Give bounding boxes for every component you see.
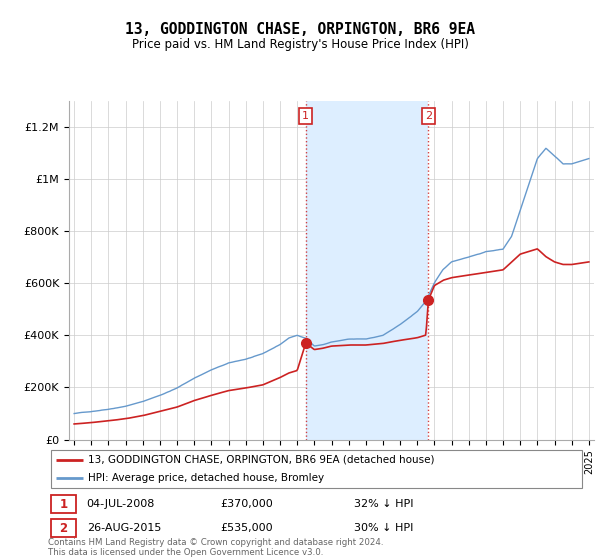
Text: £370,000: £370,000 — [220, 499, 272, 509]
Text: 32% ↓ HPI: 32% ↓ HPI — [354, 499, 413, 509]
Text: 1: 1 — [302, 111, 309, 121]
Text: Price paid vs. HM Land Registry's House Price Index (HPI): Price paid vs. HM Land Registry's House … — [131, 38, 469, 50]
Text: Contains HM Land Registry data © Crown copyright and database right 2024.
This d: Contains HM Land Registry data © Crown c… — [48, 538, 383, 557]
Text: 2: 2 — [425, 111, 432, 121]
Text: 26-AUG-2015: 26-AUG-2015 — [86, 523, 161, 533]
Text: 04-JUL-2008: 04-JUL-2008 — [86, 499, 155, 509]
Text: 30% ↓ HPI: 30% ↓ HPI — [354, 523, 413, 533]
Text: 13, GODDINGTON CHASE, ORPINGTON, BR6 9EA: 13, GODDINGTON CHASE, ORPINGTON, BR6 9EA — [125, 22, 475, 38]
Text: 1: 1 — [59, 498, 68, 511]
Text: 13, GODDINGTON CHASE, ORPINGTON, BR6 9EA (detached house): 13, GODDINGTON CHASE, ORPINGTON, BR6 9EA… — [88, 455, 435, 465]
Bar — [50, 519, 76, 537]
Text: £535,000: £535,000 — [220, 523, 272, 533]
Bar — [50, 495, 76, 514]
Bar — [306, 101, 428, 440]
Text: HPI: Average price, detached house, Bromley: HPI: Average price, detached house, Brom… — [88, 473, 325, 483]
FancyBboxPatch shape — [50, 450, 583, 488]
Text: 2: 2 — [59, 521, 68, 535]
